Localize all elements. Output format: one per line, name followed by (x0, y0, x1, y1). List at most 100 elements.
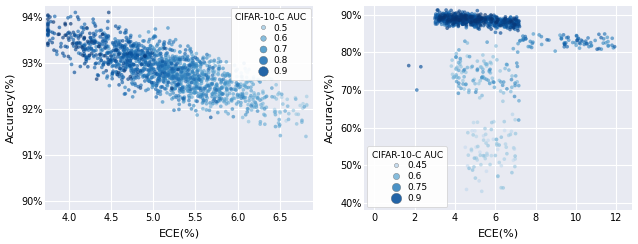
Point (464, 13, 475, 17)
Point (453, 18, 463, 21)
Point (223, 80, 233, 84)
Point (121, 92, 131, 96)
Point (124, 54, 134, 58)
Point (494, 18, 504, 22)
Point (206, 59, 216, 63)
Point (128, 45, 138, 49)
Point (98, 32, 108, 36)
Point (126, 77, 137, 81)
Point (440, 12, 450, 16)
Point (491, 16, 501, 20)
Point (170, 75, 180, 79)
Point (190, 62, 200, 66)
Point (174, 65, 184, 69)
Point (196, 73, 206, 77)
Point (438, 11, 449, 15)
Point (151, 54, 161, 58)
Point (194, 78, 204, 81)
Point (444, 19, 454, 23)
Point (492, 24, 502, 28)
Point (485, 81, 495, 85)
Point (511, 19, 521, 23)
Point (502, 26, 512, 30)
Point (151, 84, 161, 88)
Point (472, 120, 482, 124)
Point (596, 47, 606, 51)
Point (220, 81, 230, 85)
Point (103, 61, 113, 64)
Point (141, 55, 151, 59)
Point (118, 63, 128, 67)
Point (271, 97, 281, 101)
Point (202, 82, 212, 86)
Point (140, 61, 151, 64)
Point (63, 36, 73, 40)
Point (168, 56, 179, 60)
Point (461, 15, 471, 19)
Point (479, 17, 489, 21)
Point (609, 45, 619, 49)
Point (471, 23, 481, 27)
Point (461, 18, 471, 22)
Point (103, 51, 114, 55)
Point (209, 87, 219, 91)
Point (448, 22, 458, 26)
Point (110, 40, 121, 44)
Point (81, 60, 91, 63)
Point (248, 104, 258, 108)
Point (68, 30, 78, 34)
Point (439, 20, 449, 23)
Point (491, 138, 501, 142)
Point (177, 66, 188, 70)
Point (112, 61, 122, 65)
Point (236, 71, 246, 75)
Point (181, 80, 191, 83)
Point (78, 44, 89, 48)
Point (167, 71, 177, 75)
Point (162, 62, 172, 66)
Point (494, 20, 504, 24)
Point (121, 62, 131, 66)
Point (195, 78, 205, 81)
Point (473, 20, 484, 23)
Point (64, 30, 74, 34)
Point (202, 96, 212, 100)
Point (115, 42, 125, 46)
Point (241, 69, 251, 73)
Point (125, 52, 135, 56)
Point (232, 75, 242, 79)
Point (242, 107, 253, 111)
Point (258, 91, 268, 95)
Point (68, 41, 78, 45)
Point (121, 54, 131, 58)
Point (135, 34, 145, 38)
Point (475, 17, 485, 20)
Point (486, 13, 496, 17)
Point (138, 69, 149, 72)
Point (198, 77, 209, 81)
Point (498, 23, 508, 27)
Point (191, 57, 202, 61)
Point (255, 80, 265, 84)
Point (123, 77, 133, 81)
Point (85, 36, 95, 40)
Point (158, 70, 168, 74)
Point (518, 38, 528, 41)
Point (143, 52, 153, 56)
Point (480, 16, 491, 20)
Point (236, 75, 246, 79)
Point (470, 82, 480, 86)
Point (161, 52, 171, 56)
Point (246, 85, 256, 89)
Point (241, 92, 251, 95)
Point (478, 154, 489, 158)
Point (201, 73, 211, 77)
Point (161, 56, 171, 60)
Point (126, 44, 136, 48)
Point (224, 83, 234, 87)
Point (145, 47, 155, 51)
Point (443, 13, 454, 17)
Point (148, 66, 158, 70)
Point (477, 20, 487, 24)
Point (123, 61, 133, 64)
